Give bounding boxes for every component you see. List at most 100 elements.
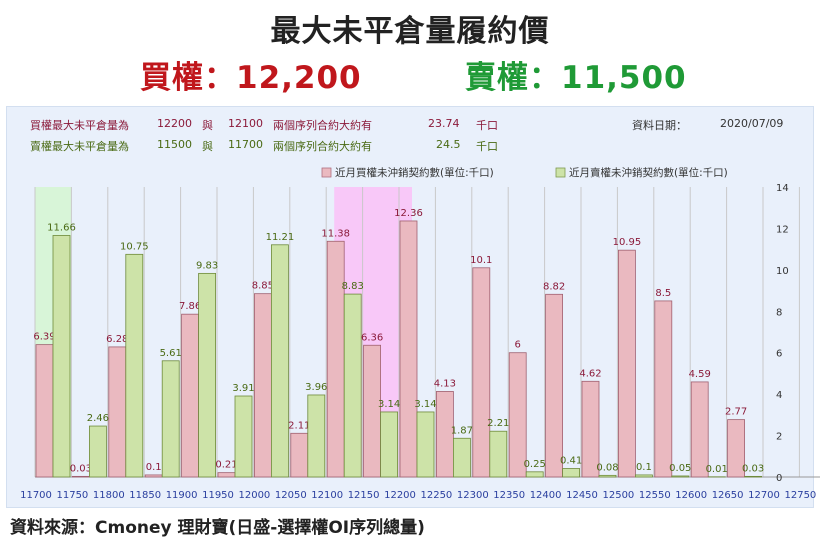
call-bar bbox=[581, 380, 600, 478]
call-bar-label: 6 bbox=[515, 340, 521, 351]
call-bar-label: 6.39 bbox=[33, 332, 55, 343]
call-bar bbox=[727, 419, 745, 478]
call-bar-label: 12.36 bbox=[394, 208, 423, 219]
put-bar bbox=[744, 475, 762, 478]
call-bar bbox=[35, 344, 54, 478]
call-bar-label: 0.03 bbox=[70, 463, 92, 474]
put-info-text2: 兩個序列合約大約有 bbox=[273, 140, 372, 153]
call-bar bbox=[654, 300, 673, 478]
put-bar-label: 0.41 bbox=[560, 456, 582, 467]
x-tick-label: 12700 bbox=[748, 490, 780, 501]
put-bar bbox=[635, 474, 653, 478]
date-label: 資料日期： bbox=[632, 119, 687, 132]
legend-put-label: 近月賣權未沖銷契約數(單位:千口) bbox=[569, 166, 728, 179]
put-bar-label: 3.91 bbox=[232, 383, 254, 394]
y-tick-label: 4 bbox=[776, 390, 782, 401]
put-bar bbox=[234, 395, 253, 478]
y-tick-label: 10 bbox=[776, 266, 789, 277]
call-bar bbox=[253, 293, 272, 478]
legend-call-label: 近月買權未沖銷契約數(單位:千口) bbox=[335, 166, 494, 179]
put-bar-label: 3.14 bbox=[378, 399, 400, 410]
call-bar-label: 8.85 bbox=[252, 281, 274, 292]
legend-put-swatch bbox=[555, 167, 566, 178]
put-info-conj: 與 bbox=[202, 140, 213, 153]
put-bar bbox=[198, 272, 217, 478]
put-summary-label: 賣權： bbox=[465, 60, 561, 96]
call-bar-label: 4.59 bbox=[689, 369, 711, 380]
put-bar bbox=[380, 411, 399, 478]
put-bar bbox=[89, 425, 107, 478]
put-bar bbox=[270, 244, 289, 478]
call-bar bbox=[545, 293, 563, 478]
call-bar-label: 0.21 bbox=[215, 460, 237, 471]
y-tick-label: 2 bbox=[776, 432, 782, 443]
call-bar bbox=[181, 313, 200, 478]
call-bar bbox=[399, 220, 418, 478]
x-tick-label: 11900 bbox=[166, 490, 198, 501]
put-bar bbox=[125, 253, 144, 478]
y-tick-label: 12 bbox=[776, 224, 789, 235]
x-tick-label: 12600 bbox=[675, 490, 707, 501]
put-bar-label: 0.03 bbox=[742, 463, 764, 474]
put-bar-label: 11.21 bbox=[266, 232, 295, 243]
put-summary-value: 11,500 bbox=[561, 60, 687, 96]
call-summary-label: 買權： bbox=[140, 60, 236, 96]
x-tick-label: 12100 bbox=[311, 490, 343, 501]
call-bar bbox=[435, 391, 454, 478]
x-tick-label: 12500 bbox=[602, 490, 634, 501]
x-tick-label: 12250 bbox=[420, 490, 452, 501]
call-bar-label: 7.86 bbox=[179, 301, 201, 312]
call-bar-label: 8.5 bbox=[655, 288, 671, 299]
x-tick-label: 12350 bbox=[493, 490, 525, 501]
date-value: 2020/07/09 bbox=[720, 117, 784, 130]
call-bar-label: 11.38 bbox=[321, 228, 350, 239]
put-bar-label: 9.83 bbox=[196, 260, 218, 271]
call-bar bbox=[217, 472, 236, 478]
call-bar-label: 4.13 bbox=[434, 378, 456, 389]
put-bar-label: 3.14 bbox=[414, 399, 436, 410]
call-bar-label: 10.1 bbox=[470, 255, 492, 266]
put-bar-label: 10.75 bbox=[120, 241, 149, 252]
put-bar-label: 2.46 bbox=[87, 413, 109, 424]
put-bar-label: 3.96 bbox=[305, 382, 327, 393]
call-bar bbox=[618, 249, 636, 478]
x-tick-label: 12000 bbox=[238, 490, 270, 501]
x-tick-label: 12400 bbox=[530, 490, 562, 501]
call-info-conj: 與 bbox=[202, 119, 213, 132]
put-bar bbox=[416, 411, 435, 478]
call-bar bbox=[72, 475, 90, 478]
source-note: 資料來源：Cmoney 理財寶(日盛-選擇權OI序列總量) bbox=[10, 518, 425, 538]
call-bar bbox=[472, 267, 491, 478]
call-bar-label: 4.62 bbox=[579, 368, 601, 379]
legend-call-swatch bbox=[321, 167, 332, 178]
call-bar-label: 2.11 bbox=[288, 420, 310, 431]
x-tick-label: 12150 bbox=[348, 490, 380, 501]
call-bar bbox=[144, 474, 163, 478]
put-bar bbox=[525, 471, 544, 478]
call-bar-label: 2.77 bbox=[725, 407, 747, 418]
call-bar bbox=[290, 432, 309, 478]
y-tick-label: 8 bbox=[776, 307, 782, 318]
put-max-summary: 賣權：11,500 bbox=[465, 52, 687, 97]
x-tick-label: 11850 bbox=[129, 490, 161, 501]
put-bar bbox=[52, 235, 71, 478]
put-bar-label: 5.61 bbox=[160, 348, 182, 359]
put-bar-label: 0.01 bbox=[706, 464, 728, 475]
call-bar-label: 8.82 bbox=[543, 281, 565, 292]
call-info-amount: 23.74 bbox=[428, 117, 460, 130]
put-bar-label: 0.05 bbox=[669, 463, 691, 474]
y-tick-label: 6 bbox=[776, 349, 782, 360]
put-bar bbox=[562, 468, 580, 478]
x-tick-label: 12450 bbox=[566, 490, 598, 501]
x-tick-label: 11800 bbox=[93, 490, 125, 501]
x-tick-label: 11700 bbox=[20, 490, 52, 501]
put-info-text: 賣權最大未平倉量為 bbox=[30, 140, 129, 153]
x-tick-label: 12750 bbox=[784, 490, 816, 501]
put-bar-label: 0.25 bbox=[524, 459, 546, 470]
put-bar bbox=[489, 430, 508, 478]
put-bar bbox=[343, 293, 362, 478]
put-bar-label: 11.66 bbox=[47, 222, 76, 233]
call-info-strike1: 12200 bbox=[157, 117, 192, 130]
x-tick-label: 11750 bbox=[56, 490, 88, 501]
